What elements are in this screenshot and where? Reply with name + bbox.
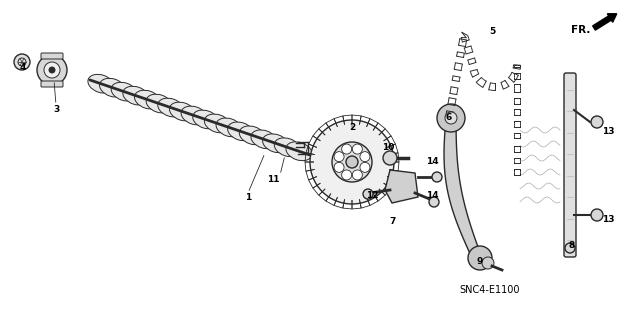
Ellipse shape [204,114,230,133]
Ellipse shape [228,122,254,141]
Text: 14: 14 [426,190,438,199]
Ellipse shape [111,82,138,101]
Ellipse shape [251,130,277,149]
Text: 12: 12 [365,190,378,199]
FancyBboxPatch shape [41,53,63,59]
Ellipse shape [286,142,312,161]
Ellipse shape [216,118,242,137]
Circle shape [432,172,442,182]
Text: FR.: FR. [571,25,590,35]
Ellipse shape [170,102,196,121]
Ellipse shape [146,94,172,113]
Ellipse shape [100,78,125,97]
Text: 11: 11 [267,175,279,184]
Text: 4: 4 [20,63,26,72]
Circle shape [310,120,394,204]
Text: 6: 6 [446,114,452,122]
FancyBboxPatch shape [41,81,63,87]
Text: 7: 7 [390,218,396,226]
Circle shape [591,209,603,221]
Polygon shape [444,118,482,258]
Circle shape [360,152,370,162]
Circle shape [429,197,439,207]
Circle shape [437,104,465,132]
Circle shape [334,162,344,172]
Ellipse shape [88,74,114,93]
Circle shape [353,170,362,180]
Circle shape [346,156,358,168]
Circle shape [353,144,362,154]
Text: 10: 10 [382,144,394,152]
Text: SNC4-E1100: SNC4-E1100 [460,285,520,295]
Text: 13: 13 [602,128,614,137]
Ellipse shape [193,110,219,129]
Text: 3: 3 [53,106,59,115]
Ellipse shape [239,126,266,145]
Ellipse shape [262,134,289,153]
Ellipse shape [123,86,149,105]
Circle shape [14,54,30,70]
Ellipse shape [158,98,184,117]
Text: 5: 5 [489,27,495,36]
FancyBboxPatch shape [564,73,576,257]
Text: 8: 8 [569,241,575,249]
Text: 9: 9 [477,257,483,266]
Circle shape [44,62,60,78]
Ellipse shape [275,138,300,157]
Text: 13: 13 [602,216,614,225]
Circle shape [383,151,397,165]
Circle shape [334,152,344,162]
Circle shape [565,243,575,253]
Text: 1: 1 [245,194,251,203]
Circle shape [360,162,370,172]
Circle shape [445,112,457,124]
Polygon shape [385,170,418,203]
Ellipse shape [134,90,161,109]
Circle shape [332,142,372,182]
Text: 14: 14 [426,158,438,167]
Circle shape [37,55,67,85]
Circle shape [363,189,373,199]
Circle shape [591,116,603,128]
FancyArrow shape [593,14,617,30]
Circle shape [482,257,494,269]
Ellipse shape [181,106,207,125]
Circle shape [342,144,351,154]
Circle shape [342,170,351,180]
Circle shape [49,67,55,73]
Circle shape [468,246,492,270]
Text: 2: 2 [349,123,355,132]
